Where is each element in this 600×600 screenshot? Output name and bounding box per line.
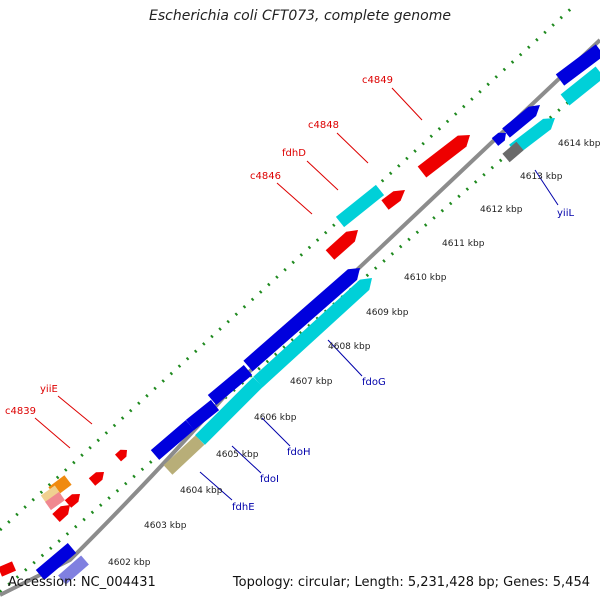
gene-label: fdhE (232, 502, 255, 513)
leader-line (276, 182, 313, 215)
gene-labels: c4849 c4848 fdhD c4846 yiiE c4839 yiiL fdoG fdoH… (5, 75, 574, 513)
topology-text: Topology: circular; Length: 5,231,428 bp… (232, 575, 590, 590)
leader-line (534, 169, 559, 206)
gene-arrow (243, 268, 360, 372)
gene-arrow (207, 365, 253, 405)
scale-label: 4610 kbp (404, 273, 447, 283)
gene-arrow (555, 44, 600, 86)
gene-features (0, 44, 600, 585)
inner-tick-track (0, 90, 581, 594)
leader-line (306, 160, 339, 191)
scale-label: 4607 kbp (290, 377, 333, 387)
gene-label: c4846 (250, 171, 281, 182)
gene-arrow (491, 132, 506, 146)
accession-text: Accession: NC_004431 (8, 575, 156, 590)
scale-label: 4609 kbp (366, 308, 409, 318)
gene-arrow (52, 505, 70, 522)
genome-backbone (0, 38, 600, 597)
scale-label: 4608 kbp (328, 342, 371, 352)
leader-line (57, 395, 93, 425)
gene-arrow (150, 420, 195, 460)
scale-label: 4602 kbp (108, 558, 151, 568)
gene-label: fdhD (282, 148, 306, 159)
gene-arrow (64, 494, 80, 508)
scale-label: 4606 kbp (254, 413, 297, 423)
leader-line (261, 417, 291, 447)
gene-arrow (253, 278, 372, 388)
gene-arrow (0, 561, 16, 577)
gene-arrow (185, 399, 220, 431)
map-title: Escherichia coli CFT073, complete genome (149, 8, 451, 24)
gene-label: fdoI (260, 474, 279, 485)
leader-line (34, 417, 71, 449)
gene-arrow (325, 230, 358, 260)
gene-label: fdoH (287, 447, 311, 458)
scale-label: 4605 kbp (216, 450, 259, 460)
gene-arrow (88, 472, 104, 486)
scale-label: 4612 kbp (480, 205, 523, 215)
gene-arrow (163, 435, 205, 475)
scale-label: 4604 kbp (180, 486, 223, 496)
gene-label: yiiL (557, 208, 574, 219)
gene-arrow (560, 66, 600, 106)
gene-arrow (115, 449, 127, 462)
gene-arrow (417, 135, 470, 178)
leader-line (391, 87, 423, 121)
gene-arrow (502, 141, 524, 163)
gene-arrow (195, 377, 263, 445)
leader-line (336, 132, 369, 164)
gene-arrow (58, 555, 89, 585)
gene-label: fdoG (362, 377, 386, 388)
gene-label: c4839 (5, 406, 36, 417)
gene-label: yiiE (40, 384, 58, 395)
leader-line (231, 445, 262, 474)
scale-label: 4611 kbp (442, 239, 485, 249)
gene-arrow (502, 105, 540, 138)
gene-arrow (35, 543, 77, 580)
gene-arrow (381, 190, 405, 210)
scale-label: 4603 kbp (144, 521, 187, 531)
gene-arrow (40, 485, 62, 505)
gene-arrow (335, 184, 385, 228)
scale-labels: 4602 kbp 4603 kbp 4604 kbp 4605 kbp 4606 kbp… (108, 139, 600, 568)
gene-label: c4849 (362, 75, 393, 86)
gene-arrow (509, 118, 555, 156)
scale-label: 4613 kbp (520, 172, 563, 182)
leader-line (327, 339, 363, 377)
leader-line (199, 471, 233, 501)
gene-label: c4848 (308, 120, 339, 131)
scale-label: 4614 kbp (558, 139, 600, 149)
gene-arrow (45, 491, 65, 511)
